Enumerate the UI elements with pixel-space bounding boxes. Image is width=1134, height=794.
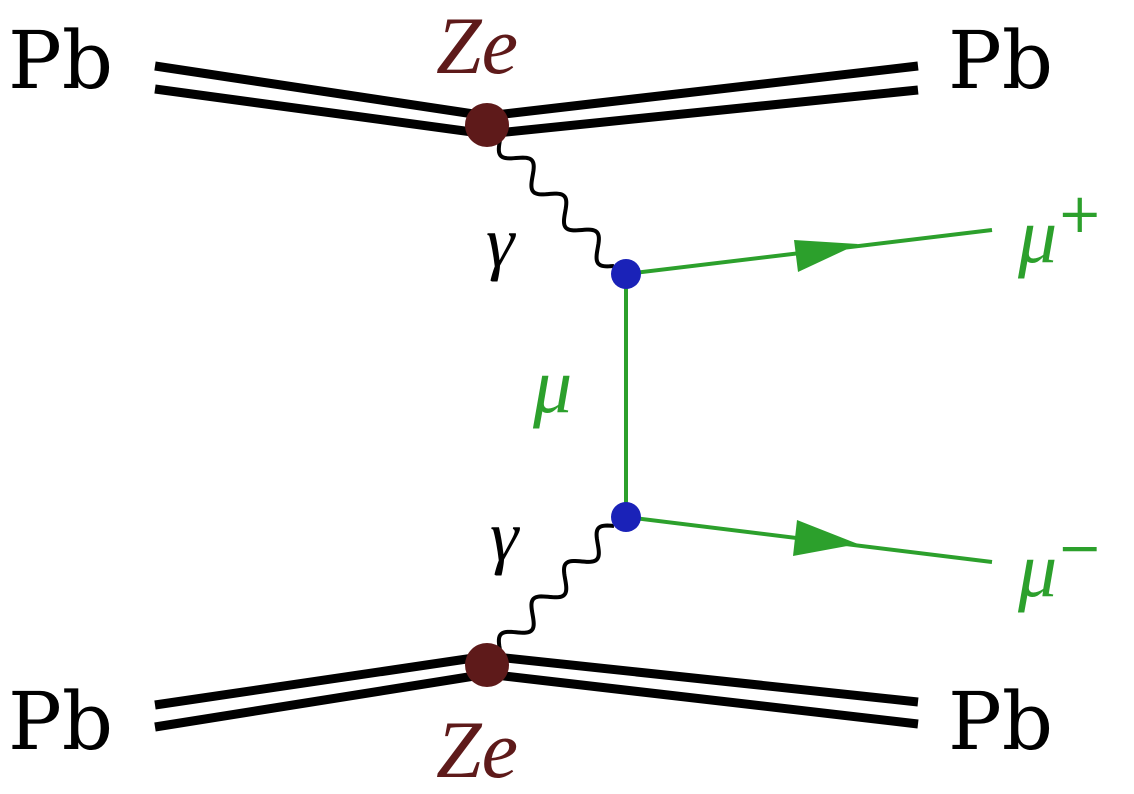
label-pb-top-right: Pb xyxy=(948,14,1053,107)
label-gamma-bottom: γ xyxy=(490,496,520,576)
top-muon-vertex xyxy=(611,259,641,289)
label-ze-bottom: Ze xyxy=(436,704,518,794)
bottom-outgoing-pb-line xyxy=(486,651,919,729)
label-mu-plus: μ+ xyxy=(1017,182,1102,279)
muon-plus-arrow-icon xyxy=(794,240,858,272)
label-mu-minus-symbol: μ xyxy=(1017,526,1057,613)
label-mu-plus-sign: + xyxy=(1057,182,1102,245)
label-mu-minus-sign: − xyxy=(1057,516,1102,579)
label-pb-bottom-left: Pb xyxy=(8,675,113,768)
label-pb-top-left: Pb xyxy=(8,14,113,107)
label-mu-minus: μ− xyxy=(1017,516,1102,613)
top-photon-line xyxy=(496,139,615,269)
label-ze-top: Ze xyxy=(436,0,518,91)
label-mu-plus-symbol: μ xyxy=(1017,192,1057,279)
bottom-photon-line xyxy=(496,523,615,651)
top-incoming-pb-line xyxy=(154,61,488,139)
label-mu-propagator: μ xyxy=(532,342,572,429)
top-outgoing-pb-line xyxy=(486,61,919,139)
bottom-nucleus-vertex xyxy=(465,643,509,687)
bottom-muon-vertex xyxy=(611,502,641,532)
label-pb-bottom-right: Pb xyxy=(948,675,1053,768)
muon-minus-arrow-icon xyxy=(793,520,858,556)
top-nucleus-vertex xyxy=(465,103,509,147)
label-gamma-top: γ xyxy=(486,202,516,282)
bottom-incoming-pb-line xyxy=(154,651,488,732)
